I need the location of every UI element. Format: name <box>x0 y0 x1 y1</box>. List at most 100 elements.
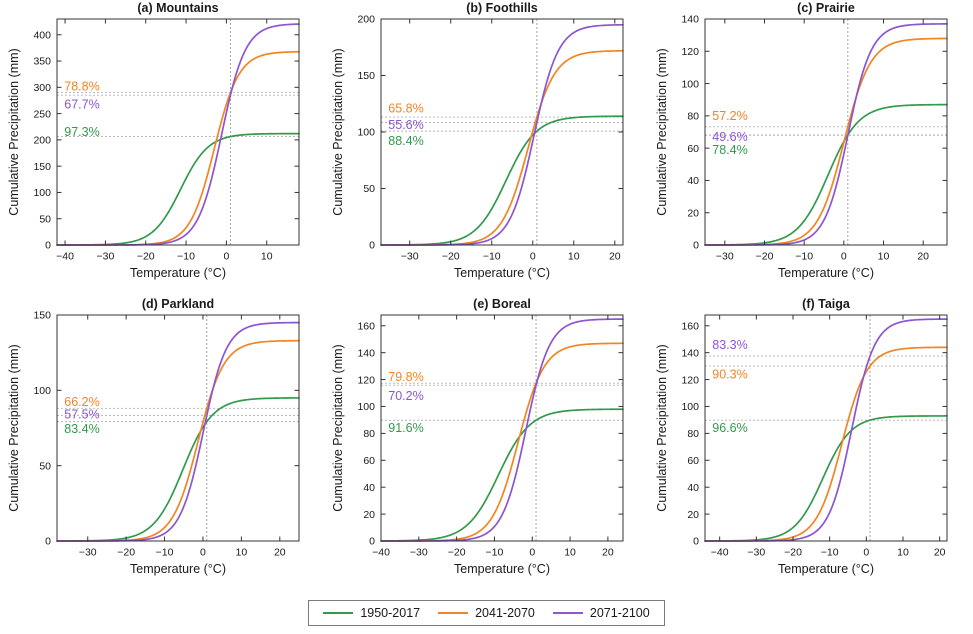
x-tick-label: −30 <box>401 251 419 263</box>
y-tick-label: 140 <box>681 14 699 26</box>
y-tick-label: 0 <box>369 536 375 548</box>
percent-label-2071-2100: 55.6% <box>388 118 423 132</box>
percent-label-1950-2017: 88.4% <box>388 134 423 148</box>
percent-label-1950-2017: 97.3% <box>64 125 99 139</box>
chart-grid: (a) Mountains −40 −30 −20 −10 0 10 0 50 100 150 20… <box>0 0 972 592</box>
percent-label-2041-2070: 57.2% <box>712 109 747 123</box>
axis-box <box>56 314 300 542</box>
x-tick-label: 10 <box>564 547 576 559</box>
y-tick-label: 120 <box>357 374 375 386</box>
x-axis-label: Temperature (°C) <box>778 562 874 576</box>
panel-title-boreal: (e) Boreal <box>473 297 531 311</box>
x-tick-label: 10 <box>236 547 248 559</box>
panel-title-parkland: (d) Parkland <box>141 297 215 311</box>
y-axis-label: Cumulative Precipitation (mm) <box>7 344 21 511</box>
x-axis-label: Temperature (°C) <box>130 266 226 280</box>
panel-prairie: (c) Prairie −30 −20 −10 0 10 20 0 20 40 60 80 100 12… <box>648 0 972 296</box>
percent-label-2041-2070: 65.8% <box>388 101 423 115</box>
y-tick-label: 60 <box>363 455 375 467</box>
y-axis-label: Cumulative Precipitation (mm) <box>655 344 669 511</box>
x-tick-label: 0 <box>223 251 229 263</box>
y-tick-label: 150 <box>33 310 51 322</box>
chart-boreal: −40 −30 −20 −10 0 10 20 0 20 40 60 80 100 120 140 160 Te… <box>331 314 624 576</box>
percent-label-1950-2017: 78.4% <box>712 143 747 157</box>
panel-title-foothills: (b) Foothills <box>466 1 538 15</box>
y-tick-label: 100 <box>681 401 699 413</box>
x-tick-label: 20 <box>934 547 946 559</box>
legend-line-1950-2017-icon <box>323 612 354 614</box>
x-tick-label: 10 <box>261 251 273 263</box>
chart-parkland: −30 −20 −10 0 10 20 0 50 100 150 Temperature (°C) C… <box>7 310 300 576</box>
y-tick-label: 100 <box>33 385 51 397</box>
curve-1950-2017 <box>704 103 948 246</box>
y-tick-label: 20 <box>363 509 375 521</box>
panel-title-mountains: (a) Mountains <box>137 1 219 15</box>
x-tick-label: −30 <box>716 251 734 263</box>
percent-label-2071-2100: 70.2% <box>388 389 423 403</box>
x-axis-label: Temperature (°C) <box>130 562 226 576</box>
curve-1950-2017 <box>56 132 300 246</box>
y-tick-label: 160 <box>681 320 699 332</box>
y-tick-label: 80 <box>363 428 375 440</box>
chart-taiga: −40 −30 −20 −10 0 10 20 0 20 40 60 80 100 120 140 160 Te… <box>655 314 948 576</box>
x-tick-label: −20 <box>137 251 155 263</box>
y-tick-label: 100 <box>681 78 699 90</box>
y-tick-label: 140 <box>681 347 699 359</box>
x-tick-label: −40 <box>372 547 390 559</box>
curve-1950-2017 <box>380 408 624 542</box>
chart-mountains: −40 −30 −20 −10 0 10050100150200250300350400T… <box>7 18 300 280</box>
x-tick-label: −20 <box>442 251 460 263</box>
axis-box <box>704 18 948 246</box>
y-tick-label: 150 <box>33 161 51 173</box>
x-tick-label: −10 <box>486 547 504 559</box>
panel-boreal: (e) Boreal −40 −30 −20 −10 0 10 20 0 20 40 60 80 100… <box>324 296 648 592</box>
legend-row: 1950-2017 2041-2070 2071-2100 <box>0 592 973 634</box>
x-tick-label: −10 <box>483 251 501 263</box>
axis-box <box>704 314 948 542</box>
x-tick-label: 20 <box>274 547 286 559</box>
curve-2041-2070 <box>56 339 300 542</box>
percent-label-2041-2070: 66.2% <box>64 395 99 409</box>
y-tick-label: 0 <box>693 536 699 548</box>
y-tick-label: 40 <box>687 175 699 187</box>
percent-label-1950-2017: 83.4% <box>64 422 99 436</box>
legend-item-2041-2070: 2041-2070 <box>438 606 535 620</box>
y-axis-label: Cumulative Precipitation (mm) <box>331 344 345 511</box>
x-tick-label: −10 <box>795 251 813 263</box>
panel-foothills: (b) Foothills −30 −20 −10 0 10 20 0 50 100 150 200… <box>324 0 648 296</box>
y-tick-label: 20 <box>687 207 699 219</box>
x-tick-label: −30 <box>79 547 97 559</box>
x-tick-label: 20 <box>917 251 929 263</box>
percent-label-2071-2100: 83.3% <box>712 338 747 352</box>
legend-label-2041-2070: 2041-2070 <box>475 606 535 620</box>
panel-title-taiga: (f) Taiga <box>802 297 850 311</box>
panel-taiga: (f) Taiga −40 −30 −20 −10 0 10 20 0 20 40 60 80 100 1… <box>648 296 972 592</box>
y-tick-label: 0 <box>45 536 51 548</box>
x-tick-label: −10 <box>821 547 839 559</box>
y-tick-label: 0 <box>369 240 375 252</box>
y-tick-label: 80 <box>687 428 699 440</box>
x-tick-label: −10 <box>177 251 195 263</box>
x-tick-label: −20 <box>448 547 466 559</box>
x-tick-label: 20 <box>602 547 614 559</box>
x-axis-label: Temperature (°C) <box>454 266 550 280</box>
chart-prairie: −30 −20 −10 0 10 20 0 20 40 60 80 100 120 140 Temperat… <box>655 14 948 280</box>
panel-parkland: (d) Parkland −30 −20 −10 0 10 20 0 50 100 150 Temp… <box>0 296 324 592</box>
y-tick-label: 250 <box>33 108 51 120</box>
y-tick-label: 200 <box>357 14 375 26</box>
legend-label-1950-2017: 1950-2017 <box>360 606 421 620</box>
y-tick-label: 400 <box>33 29 51 41</box>
x-axis-label: Temperature (°C) <box>778 266 874 280</box>
y-tick-label: 140 <box>357 347 375 359</box>
x-tick-label: 0 <box>529 547 535 559</box>
x-tick-label: 0 <box>841 251 847 263</box>
x-tick-label: −30 <box>96 251 114 263</box>
y-tick-label: 40 <box>687 482 699 494</box>
x-tick-label: 20 <box>609 251 621 263</box>
axis-box <box>380 314 624 542</box>
axis-box <box>56 18 300 246</box>
percent-label-2071-2100: 67.7% <box>64 97 99 111</box>
x-axis-label: Temperature (°C) <box>454 562 550 576</box>
y-tick-label: 120 <box>681 374 699 386</box>
